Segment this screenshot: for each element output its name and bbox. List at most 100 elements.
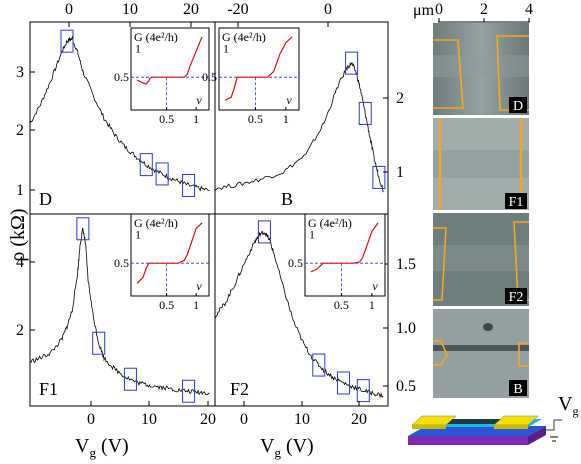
micrograph-b-label: B [513, 382, 522, 397]
panel-label: F2 [230, 379, 249, 399]
inset-frame [304, 213, 386, 297]
inset-title: G (4e²/h) [308, 216, 352, 230]
device-gate-wire [546, 419, 562, 431]
highlight-box [123, 367, 137, 391]
y-tick-label: 1.0 [396, 320, 416, 337]
inset-x-tick-label: 1 [193, 298, 199, 312]
inset-trace [136, 36, 203, 85]
inset-xlabel: ν [196, 279, 202, 293]
inset-y-tick-label: 0.5 [288, 256, 303, 270]
micrograph-d-band [433, 55, 529, 77]
inset-title: G (4e²/h) [134, 30, 178, 44]
inset-y-tick-label: 1 [135, 227, 141, 241]
device-graphene-channel [440, 419, 514, 424]
scale-tick-label: 0 [435, 1, 443, 18]
micrograph-f2-band [433, 245, 529, 271]
top-tick-label: 0 [65, 1, 73, 18]
micrograph-b-contact-right [518, 342, 529, 367]
y-tick-label: 0.5 [396, 378, 416, 395]
inset-frame [218, 27, 300, 111]
y-tick-label: 3 [16, 64, 24, 81]
y-tick-label: 2 [396, 90, 404, 107]
inset-x-tick-label: 0.5 [159, 112, 174, 126]
micrograph-f1-label-box [505, 193, 527, 209]
inset-xlabel: ν [196, 93, 202, 107]
y-tick-label: 1 [396, 164, 404, 181]
data-trace [214, 62, 384, 193]
highlight-box [345, 51, 359, 75]
device-gate-label: Vg [558, 393, 578, 418]
highlight-box [76, 217, 90, 241]
micrograph-d-label-box [509, 97, 527, 113]
inset-y-tick-label: 0.5 [114, 256, 129, 270]
inset: 0.5 10.51G (4e²/h)ν [288, 213, 386, 312]
scale-bar: μm 0 2 4 [413, 1, 533, 23]
highlight-box [60, 29, 74, 53]
inset-y-tick-label: 1 [223, 41, 229, 55]
inset-x-tick-label: 0.5 [248, 112, 263, 126]
y-tick-label: 4 [16, 254, 24, 271]
device-right-contact-front [494, 425, 528, 429]
micrograph-b: B [433, 309, 529, 398]
inset-x-tick-label: 0.5 [159, 298, 174, 312]
inset-x-tick-label: 1 [283, 112, 289, 126]
highlight-box [155, 162, 169, 186]
highlight-box [356, 379, 370, 403]
micrograph-b-band [433, 345, 529, 351]
inset-x-tick-label: 0.5 [334, 298, 349, 312]
inset-title: G (4e²/h) [134, 216, 178, 230]
highlight-box [257, 220, 271, 244]
bottom-tick-label: 10 [141, 411, 157, 428]
micrograph-b-contact-left [433, 340, 448, 366]
scale-tick-label: 4 [525, 1, 533, 18]
x-axis-label-right: Vg (V) [260, 435, 314, 460]
inset-frame [130, 213, 210, 297]
inset-xlabel: ν [372, 279, 378, 293]
inset-trace [136, 222, 203, 284]
top-tick-label: -20 [227, 1, 248, 18]
inset-y-tick-label: 1 [135, 41, 141, 55]
micrograph-f2: F2 [433, 213, 529, 306]
highlight-box [358, 101, 372, 125]
top-tick-label: 0 [324, 1, 332, 18]
panel-label: F1 [39, 379, 58, 399]
y-tick-label: 2 [16, 322, 24, 339]
highlight-box [312, 353, 326, 377]
micrograph-d-label: D [513, 99, 523, 114]
highlight-box [182, 173, 196, 197]
inset: 0.5 10.51G (4e²/h)ν [202, 27, 300, 126]
device-left-contact-front [412, 425, 446, 429]
inset-frame [130, 27, 210, 111]
micrograph-f2-label-box [505, 288, 527, 304]
micrograph-f2-label: F2 [509, 290, 524, 305]
top-tick-label: 20 [183, 1, 199, 18]
data-trace [214, 230, 384, 399]
micrograph-f2-contact-left [433, 227, 447, 301]
highlight-box [337, 371, 351, 395]
y-tick-label: 1 [16, 182, 24, 199]
scale-tick-label: 2 [480, 1, 488, 18]
device-base-side [528, 426, 546, 445]
y-tick-label: 2 [16, 122, 24, 139]
inset: 0.5 10.51G (4e²/h)ν [114, 27, 210, 126]
top-tick-label: 10 [122, 1, 138, 18]
device-base-front [408, 436, 528, 445]
inset-y-tick-label: 0.5 [202, 70, 217, 84]
highlight-box [182, 379, 196, 403]
data-trace [29, 227, 210, 396]
inset-x-tick-label: 1 [193, 112, 199, 126]
inset-trace [310, 222, 379, 273]
micrograph-b-label-box [509, 380, 527, 396]
y-axis-label: ρ (kΩ) [7, 208, 29, 261]
inset-x-tick-label: 1 [369, 298, 375, 312]
micrograph-f1-band [433, 150, 529, 178]
device-schematic: Vg [408, 393, 578, 445]
panel-label: D [39, 189, 52, 209]
highlight-box [372, 165, 386, 189]
